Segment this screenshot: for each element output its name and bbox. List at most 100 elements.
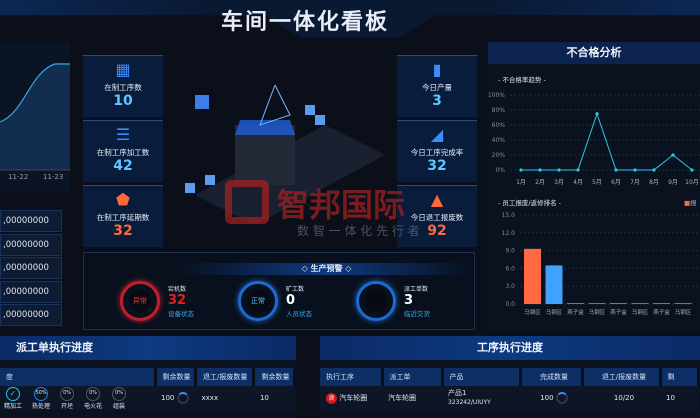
- bar-legend: ■报: [684, 199, 697, 207]
- list-item: ,00000000: [0, 233, 62, 256]
- line-point: [671, 153, 675, 157]
- x-label: 11-23: [43, 173, 64, 181]
- product-code: 323242/UIUYY: [448, 399, 491, 406]
- bar: [567, 303, 584, 304]
- col-header: 产品: [442, 368, 522, 386]
- x-tick: 3月: [554, 179, 564, 186]
- kpi-card: ▦ 在制工序数 10: [83, 55, 163, 117]
- kpi-value: 32: [427, 158, 447, 174]
- y-tick: 6.0: [505, 265, 515, 272]
- col-header: 退工/报废数量: [582, 368, 662, 386]
- remain-qty: 100: [161, 394, 175, 402]
- line-point: [652, 168, 656, 172]
- warning-value: 0: [286, 293, 296, 308]
- kpi-value: 42: [113, 158, 133, 174]
- shield-icon: ⬟: [116, 190, 130, 209]
- y-tick: 12.0: [502, 230, 516, 237]
- bar: [610, 303, 627, 304]
- table-row[interactable]: 滴 汽车轮圈 汽车轮圈 产品1 323242/UIUYY 100 10/20 10: [320, 386, 699, 410]
- kpi-card: ☰ 在制工序加工数 42: [83, 120, 163, 182]
- col-header: 派工单: [382, 368, 444, 386]
- col-header: 剩: [660, 368, 700, 386]
- x-tick: 6月: [611, 179, 621, 186]
- kpi-label: 在制工序加工数: [96, 148, 150, 157]
- product-name: 产品1: [448, 389, 467, 397]
- kpi-label: 今日产量: [422, 83, 452, 92]
- line-point: [576, 168, 580, 172]
- bar: [674, 303, 692, 304]
- line-point: [538, 168, 542, 172]
- warning-item: 正常 旷工数 0 人员状态: [238, 281, 312, 321]
- x-tick: 燕子盒: [567, 308, 584, 316]
- process-step: 0% 开坯: [60, 386, 75, 410]
- line-point: [633, 168, 637, 172]
- production-warning-panel: ◇ 生产预警 ◇ 异常 宕机数 32 设备状态 正常 旷工数 0 人员状态 派工单数 3 临近交货: [83, 252, 475, 330]
- y-tick: 80%: [492, 107, 506, 114]
- kpi-card: ⬟ 在制工序延期数 32: [83, 185, 163, 247]
- kpi-label: 今日工序完成率: [410, 148, 464, 157]
- process-step: 0% 电火花: [84, 386, 102, 410]
- dispatch-progress-panel: 派工单执行进度 度剩余数量 退工/报废数量 剩余数量 ✓ 精加工 50% 热处理 0% 开坯 0…: [0, 336, 296, 418]
- warning-icon: ▲: [430, 190, 444, 209]
- x-tick: 10月: [685, 179, 699, 186]
- process-progress-panel: 工序执行进度 执行工序 派工单 产品 完成数量 退工/报废数量剩 滴 汽车轮圈 汽车轮圈产…: [320, 336, 700, 418]
- bar: [588, 303, 606, 304]
- warning-label: 派工单数: [404, 286, 429, 293]
- kpi-value: 10: [113, 93, 133, 109]
- table-row[interactable]: ✓ 精加工 50% 热处理 0% 开坯 0% 电火花 0% 组装 100 xxxx 10: [0, 386, 295, 410]
- panel-title: 不合格分析: [488, 42, 700, 64]
- warning-sub: 设备状态: [168, 310, 194, 318]
- warning-item: 派工单数 3 临近交货: [356, 281, 430, 321]
- x-tick: 9月: [668, 179, 678, 186]
- col-header: 完成数量: [520, 368, 584, 386]
- y-tick: 3.0: [505, 283, 515, 290]
- bar-chart-icon: ▮: [432, 60, 442, 79]
- progress-ring-icon: [176, 392, 189, 404]
- x-tick: 燕子盒: [610, 308, 627, 316]
- kpi-label: 在制工序延期数: [96, 213, 150, 222]
- x-tick: 马钢区: [546, 308, 563, 316]
- defect-analysis-panel: 不合格分析 - 不合格率趋势 - - 员工报废/返修排名 - ■报: [488, 42, 700, 332]
- line-point: [614, 168, 618, 172]
- warning-value: 3: [404, 293, 414, 308]
- order-name: 汽车轮圈: [382, 386, 442, 410]
- kpi-value: 92: [427, 223, 447, 239]
- x-tick: 马钢区: [524, 308, 541, 316]
- warning-title: ◇ 生产预警 ◇: [179, 263, 474, 275]
- panel-title: 工序执行进度: [320, 336, 700, 360]
- bar: [524, 248, 541, 304]
- warning-sub: 人员状态: [286, 310, 312, 318]
- warning-label: 旷工数: [286, 286, 305, 293]
- kpi-card: ▲ 今日退工报废数 92: [397, 185, 477, 247]
- kpi-label: 在制工序数: [104, 83, 142, 92]
- progress-ring-icon: [555, 392, 568, 404]
- status-ring: 正常: [238, 281, 278, 321]
- list-item: ,00000000: [0, 304, 62, 326]
- warning-sub: 临近交货: [404, 310, 430, 318]
- page-title: 车间一体化看板: [220, 10, 389, 35]
- x-tick: 5月: [592, 179, 602, 186]
- col-header: 度: [0, 368, 157, 386]
- watermark-name: 智邦国际: [277, 186, 406, 224]
- list-item: ,00000000: [0, 280, 62, 303]
- x-tick: 8月: [649, 179, 659, 186]
- defect-rate-line: [521, 112, 693, 171]
- kpi-label: 今日退工报废数: [410, 213, 464, 222]
- line-point: [519, 168, 523, 172]
- line-chart-title: - 不合格率趋势 -: [498, 76, 546, 84]
- process-step: ✓ 精加工: [4, 386, 23, 410]
- area-chart-icon: ◢: [430, 125, 444, 144]
- scrap-qty: 10/20: [582, 386, 660, 410]
- x-tick: 1月: [516, 179, 526, 186]
- kpi-value: 3: [432, 93, 442, 109]
- process-step: 50% 热处理: [32, 386, 50, 410]
- status-ring: 异常: [120, 281, 160, 321]
- col-header: 执行工序: [320, 368, 384, 386]
- x-tick: 2月: [535, 179, 545, 186]
- left-line-chart: [0, 63, 70, 171]
- done-qty: 100: [540, 394, 554, 402]
- list-item: ,00000000: [0, 210, 62, 232]
- x-tick: 燕子盒: [653, 308, 670, 316]
- panel-title: 派工单执行进度: [0, 336, 296, 360]
